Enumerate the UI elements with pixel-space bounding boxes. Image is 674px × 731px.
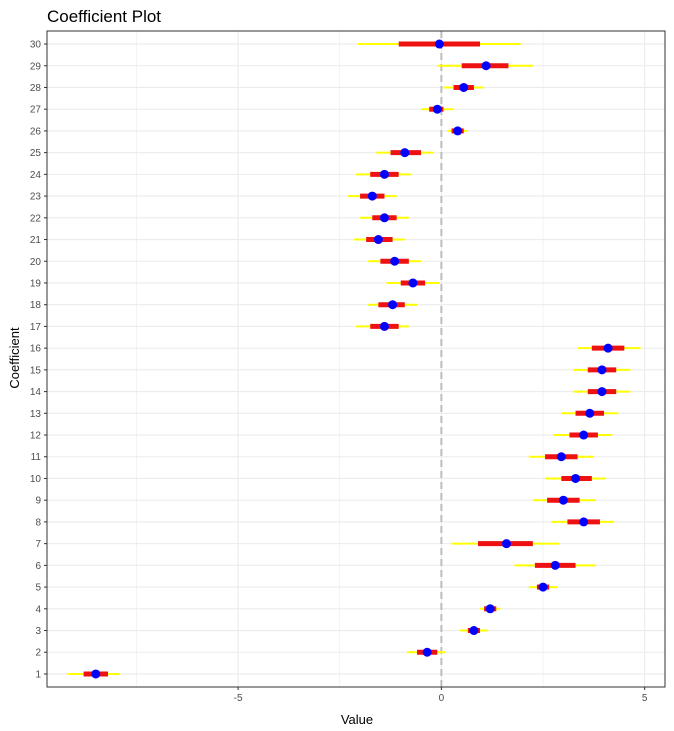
x-tick-label: -5 [234,693,243,704]
x-tick-label: 5 [642,693,648,704]
estimate-point-18 [388,300,398,310]
estimate-points [91,39,613,679]
y-axis-ticks: 1234567891011121314151617181920212223242… [30,40,47,680]
estimate-point-29 [481,61,491,71]
y-tick-label-7: 7 [35,539,41,550]
y-tick-label-21: 21 [30,235,42,246]
x-axis-ticks: -5 0 5 [234,687,648,704]
y-tick-label-14: 14 [30,387,42,398]
y-tick-label-19: 19 [30,278,42,289]
y-tick-label-5: 5 [35,583,41,594]
y-tick-label-27: 27 [30,105,42,116]
estimate-point-27 [432,104,442,114]
estimate-point-13 [585,408,595,418]
y-tick-label-28: 28 [30,83,42,94]
panel-border [46,30,666,688]
y-tick-label-11: 11 [31,452,42,463]
estimate-point-28 [459,82,469,92]
grid-major [47,31,665,687]
y-tick-label-29: 29 [30,61,42,72]
y-tick-label-12: 12 [30,431,42,442]
y-axis-title: Coefficient [7,327,22,389]
y-tick-label-8: 8 [35,517,41,528]
grid-minor [136,31,544,687]
estimate-point-7 [501,539,511,549]
estimate-point-19 [408,278,418,288]
x-axis-title: Value [341,712,373,727]
y-tick-label-20: 20 [30,257,42,268]
estimate-point-22 [379,213,389,223]
estimate-point-2 [422,647,432,657]
y-tick-label-18: 18 [30,300,42,311]
estimate-point-15 [597,365,607,375]
estimate-point-3 [469,626,479,636]
y-tick-label-24: 24 [30,170,42,181]
y-tick-label-2: 2 [35,648,41,659]
estimate-point-20 [390,256,400,266]
y-tick-label-4: 4 [35,604,41,615]
estimate-point-17 [379,321,389,331]
y-tick-label-10: 10 [30,474,42,485]
estimate-point-10 [571,473,581,483]
estimate-point-12 [579,430,589,440]
estimate-point-14 [597,387,607,397]
y-tick-label-23: 23 [30,192,42,203]
y-tick-label-22: 22 [30,213,42,224]
estimate-point-25 [400,148,410,158]
y-tick-label-15: 15 [30,365,42,376]
y-tick-label-17: 17 [30,322,42,333]
y-tick-label-13: 13 [30,409,42,420]
y-tick-label-1: 1 [35,669,41,680]
outer-intervals [67,43,641,675]
y-tick-label-6: 6 [35,561,41,572]
estimate-point-8 [579,517,589,527]
estimate-point-4 [485,604,495,614]
estimate-point-1 [91,669,101,679]
estimate-point-5 [538,582,548,592]
y-tick-label-16: 16 [30,344,42,355]
y-tick-label-9: 9 [35,496,41,507]
y-tick-label-26: 26 [30,126,42,137]
y-tick-label-3: 3 [35,626,41,637]
estimate-point-11 [556,452,566,462]
estimate-point-6 [550,560,560,570]
estimate-point-24 [379,169,389,179]
estimate-point-9 [558,495,568,505]
estimate-point-21 [373,235,383,245]
estimate-point-23 [367,191,377,201]
y-tick-label-25: 25 [30,148,42,159]
estimate-point-26 [453,126,463,136]
chart-title: Coefficient Plot [47,7,161,26]
x-tick-label: 0 [439,693,445,704]
estimate-point-16 [603,343,613,353]
y-tick-label-30: 30 [30,40,42,51]
estimate-point-30 [434,39,444,49]
